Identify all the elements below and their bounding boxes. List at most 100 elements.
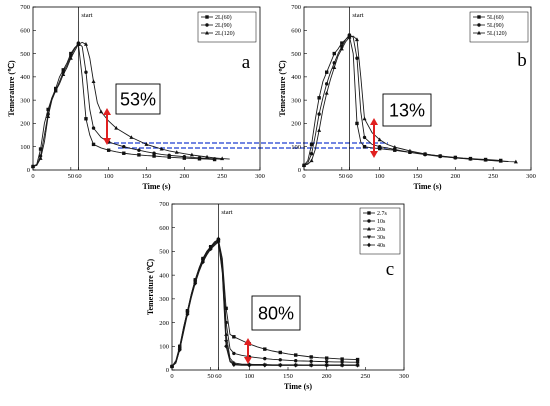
data-point bbox=[54, 86, 58, 91]
data-point bbox=[317, 128, 322, 132]
x-tick-label: 200 bbox=[322, 373, 332, 380]
data-point bbox=[189, 152, 194, 157]
legend-marker bbox=[477, 23, 481, 27]
data-point bbox=[362, 116, 367, 121]
legend-marker bbox=[477, 15, 481, 19]
x-tick-label: 300 bbox=[526, 173, 536, 180]
data-point bbox=[216, 239, 221, 245]
data-point bbox=[392, 144, 397, 149]
series-2 bbox=[302, 35, 518, 167]
data-point bbox=[38, 147, 43, 151]
x-tick-label: 100 bbox=[375, 173, 385, 180]
data-point bbox=[407, 148, 412, 153]
x-tick-label: 0 bbox=[170, 373, 173, 380]
reduction-arrow-head-bottom bbox=[244, 357, 252, 364]
data-point bbox=[91, 126, 96, 130]
legend-entry: 2L(60) bbox=[215, 14, 232, 21]
comparison-guide-lines bbox=[107, 142, 388, 149]
y-tick-label: 600 bbox=[291, 27, 301, 34]
data-point bbox=[205, 154, 210, 159]
y-tick-label: 300 bbox=[291, 97, 301, 104]
data-point bbox=[317, 96, 321, 100]
x-tick-label: 150 bbox=[142, 173, 152, 180]
data-point bbox=[61, 72, 66, 77]
data-point bbox=[324, 90, 329, 95]
data-point bbox=[324, 360, 329, 364]
x-axis-label: Time (s) bbox=[284, 382, 312, 391]
x-tick-label: 300 bbox=[399, 373, 409, 380]
start-label: start bbox=[221, 209, 232, 216]
data-point bbox=[324, 356, 329, 360]
data-point bbox=[208, 246, 213, 252]
y-tick-label: 700 bbox=[20, 4, 30, 11]
legend: 5L(60)5L(90)5L(120) bbox=[469, 11, 529, 43]
data-point bbox=[309, 355, 313, 359]
series-4 bbox=[170, 239, 360, 369]
percentage-label: 13% bbox=[389, 101, 425, 121]
reduction-arrow-head-bottom bbox=[103, 138, 111, 145]
legend-marker bbox=[367, 211, 371, 215]
percentage-label: 80% bbox=[258, 304, 294, 324]
x-tick-label: 50 bbox=[207, 373, 214, 380]
data-point bbox=[185, 312, 190, 317]
data-point bbox=[332, 65, 337, 70]
data-point bbox=[339, 46, 344, 51]
data-point bbox=[84, 70, 88, 74]
x-tick-label: 100 bbox=[104, 173, 114, 180]
y-tick-label: 700 bbox=[159, 201, 169, 208]
legend-entry: 2L(120) bbox=[215, 30, 235, 37]
data-point bbox=[232, 335, 236, 339]
x-tick-label: 250 bbox=[360, 373, 370, 380]
data-point bbox=[197, 156, 202, 160]
reduction-arrow-head-top bbox=[244, 338, 252, 345]
data-point bbox=[68, 56, 73, 60]
data-point bbox=[144, 142, 149, 146]
data-point bbox=[355, 360, 360, 364]
x-tick-label: 300 bbox=[255, 173, 265, 180]
data-point bbox=[83, 42, 88, 46]
legend-entry: 10s bbox=[377, 219, 386, 225]
data-point bbox=[247, 363, 252, 368]
data-point bbox=[309, 142, 314, 147]
data-point bbox=[355, 121, 359, 126]
x-tick-label: 250 bbox=[488, 173, 498, 180]
y-tick-label: 300 bbox=[159, 296, 169, 303]
x-tick-label: 0 bbox=[302, 173, 305, 180]
data-point bbox=[224, 344, 229, 349]
data-point bbox=[91, 79, 96, 84]
data-point bbox=[106, 148, 111, 152]
panel-letter: c bbox=[386, 259, 394, 280]
data-point bbox=[152, 154, 156, 158]
data-point bbox=[309, 363, 314, 368]
legend: 2.7s 10s 20s 30s 40s bbox=[359, 207, 401, 255]
data-point bbox=[278, 363, 283, 368]
data-point bbox=[193, 281, 198, 286]
data-point bbox=[216, 236, 221, 240]
x-tick-label: 150 bbox=[283, 373, 293, 380]
data-point bbox=[69, 51, 73, 56]
percentage-label: 53% bbox=[120, 90, 156, 110]
data-point bbox=[355, 56, 359, 60]
data-point bbox=[182, 155, 187, 159]
start-label: start bbox=[352, 12, 363, 19]
legend-box bbox=[359, 207, 401, 255]
data-point bbox=[200, 259, 205, 265]
legend-entry: 5L(60) bbox=[487, 14, 504, 21]
x-tick-label: 200 bbox=[450, 173, 460, 180]
data-point bbox=[220, 156, 225, 161]
data-point bbox=[224, 306, 228, 311]
data-point bbox=[355, 357, 360, 362]
x-tick-label: 50 bbox=[339, 173, 346, 180]
y-axis-label: Temerature (℃) bbox=[7, 60, 16, 117]
data-point bbox=[340, 357, 344, 361]
legend-entry: 2L(90) bbox=[215, 22, 232, 29]
legend: 2L(60)2L(90)2L(120) bbox=[197, 11, 257, 43]
data-point bbox=[167, 155, 171, 159]
data-point bbox=[137, 153, 141, 157]
start-label: start bbox=[81, 12, 92, 19]
data-point bbox=[438, 153, 443, 158]
data-point bbox=[263, 347, 267, 351]
x-tick-label: 150 bbox=[413, 173, 423, 180]
data-point bbox=[61, 68, 65, 72]
y-tick-label: 400 bbox=[291, 74, 301, 81]
